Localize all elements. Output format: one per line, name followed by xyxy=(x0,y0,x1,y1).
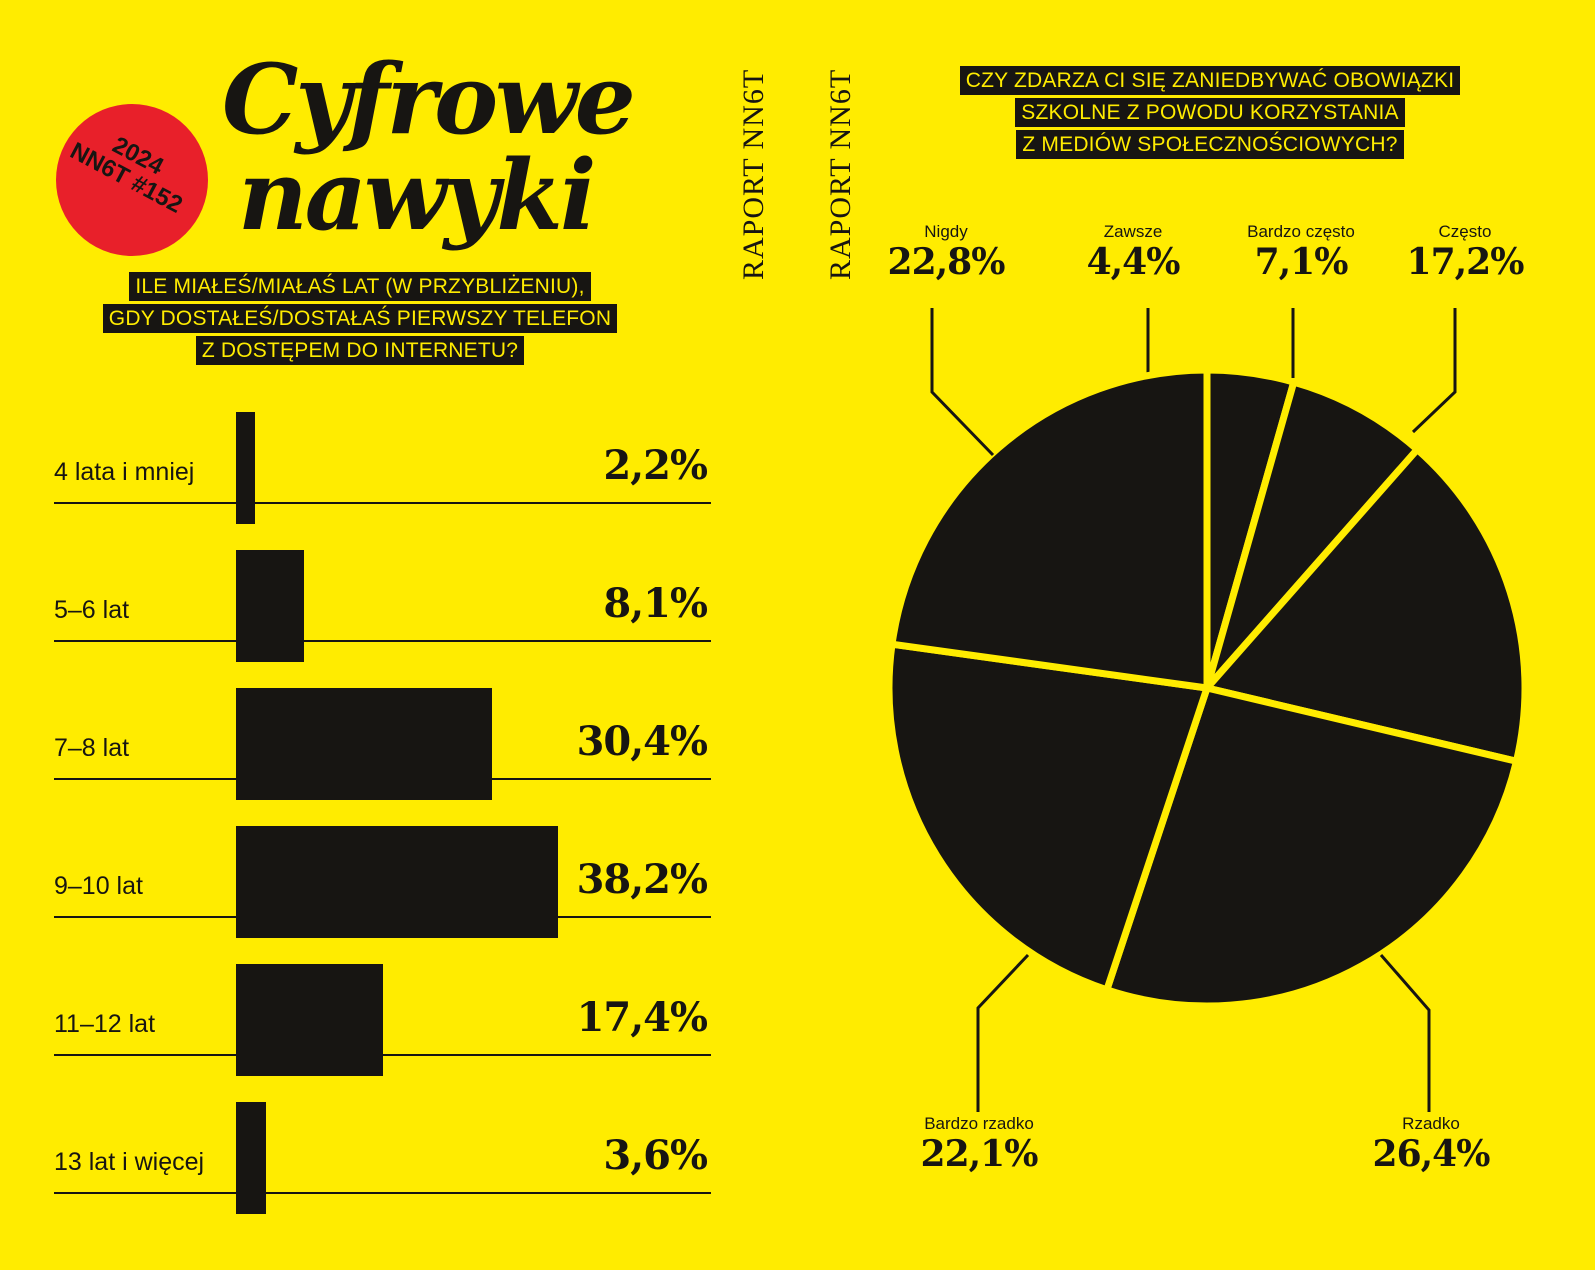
bar xyxy=(236,1102,267,1214)
pie-slice-value: 7,1% xyxy=(1254,241,1349,283)
pie-slice-name: Bardzo rzadko xyxy=(924,1114,1034,1133)
bar-value-label: 17,4% xyxy=(576,994,708,1041)
bar-value-label: 38,2% xyxy=(576,856,708,903)
pie-slice-value: 22,8% xyxy=(887,241,1006,283)
pie-slice xyxy=(1103,684,1520,1010)
bar-baseline-rule xyxy=(54,502,711,504)
pie-slice-value: 17,2% xyxy=(1406,241,1525,283)
pie-slice-name: Nigdy xyxy=(924,222,968,241)
bar-value-label: 30,4% xyxy=(576,718,708,765)
bar-category-label: 9–10 lat xyxy=(54,872,143,900)
page-title-line-1: Cyfrowe xyxy=(222,43,636,156)
pie-question-line-3: Z MEDIÓW SPOŁECZNOŚCIOWYCH? xyxy=(1016,130,1404,159)
pie-leader-line xyxy=(976,953,1030,1112)
pie-slice-value: 4,4% xyxy=(1086,241,1181,283)
pie-slice xyxy=(1203,445,1529,765)
pie-slice-label: Rzadko 26,4% xyxy=(1331,1114,1531,1174)
pie-slice xyxy=(885,640,1211,994)
bar-question-line-2: GDY DOSTAŁEŚ/DOSTAŁAŚ PIERWSZY TELEFON xyxy=(102,304,618,333)
pie-question-line-2: SZKOLNE Z POWODU KORZYSTANIA xyxy=(1015,98,1405,127)
bar-category-label: 7–8 lat xyxy=(54,734,130,762)
bar-value-label: 2,2% xyxy=(603,442,708,489)
pie-leader-line xyxy=(1379,954,1431,1112)
bar-category-label: 4 lata i mniej xyxy=(54,458,195,486)
pie-slice-name: Zawsze xyxy=(1103,222,1163,241)
bar-chart-question: ILE MIAŁEŚ/MIAŁAŚ LAT (W PRZYBLIŻENIU), … xyxy=(60,272,660,368)
bar xyxy=(236,688,493,800)
pie-chart-question: CZY ZDARZA CI SIĘ ZANIEDBYWAĆ OBOWIĄZKI … xyxy=(895,66,1525,162)
pie-slice-label: Nigdy 22,8% xyxy=(846,222,1046,282)
bar-category-label: 5–6 lat xyxy=(54,596,130,624)
bar-baseline-rule xyxy=(54,1054,711,1056)
pie-question-line-1: CZY ZDARZA CI SIĘ ZANIEDBYWAĆ OBOWIĄZKI xyxy=(959,66,1461,95)
bar-question-line-1: ILE MIAŁEŚ/MIAŁAŚ LAT (W PRZYBLIŻENIU), xyxy=(129,272,591,301)
bar-baseline-rule xyxy=(54,916,711,918)
edition-badge: 2024 NN6T #152 xyxy=(56,104,208,256)
pie-slice-label: Bardzo często 7,1% xyxy=(1201,222,1401,282)
pie-slice-label: Bardzo rzadko 22,1% xyxy=(879,1114,1079,1174)
pie-slice-value: 22,1% xyxy=(920,1133,1039,1175)
age-bar-chart: 4 lata i mniej 2,2% 5–6 lat 8,1% 7–8 lat 30,4… xyxy=(0,0,720,1270)
bar xyxy=(236,550,305,662)
pie-slice-value: 26,4% xyxy=(1372,1133,1491,1175)
bar-baseline-rule xyxy=(54,778,711,780)
pie-slice-label: Często 17,2% xyxy=(1365,222,1565,282)
pie-slice-name: Bardzo często xyxy=(1247,222,1355,241)
pie-slice xyxy=(1203,378,1421,692)
bar-baseline-rule xyxy=(54,640,711,642)
bar-baseline-rule xyxy=(54,1192,711,1194)
bar-category-label: 13 lat i więcej xyxy=(54,1148,205,1176)
bar xyxy=(236,826,559,938)
bar xyxy=(236,964,383,1076)
page-title-line-2: nawyki xyxy=(238,139,596,252)
bar-question-line-3: Z DOSTĘPEM DO INTERNETU? xyxy=(195,336,525,365)
bar-value-label: 8,1% xyxy=(603,580,708,627)
bar-value-label: 3,6% xyxy=(603,1132,708,1179)
pie-leader-line xyxy=(1411,308,1457,434)
pie-slice xyxy=(888,366,1211,692)
pie-slice-name: Rzadko xyxy=(1402,1114,1460,1133)
pie-slice-name: Często xyxy=(1438,222,1492,241)
pie-slice-label: Zawsze 4,4% xyxy=(1033,222,1233,282)
bar-category-label: 11–12 lat xyxy=(54,1010,156,1038)
pie-leader-line xyxy=(930,308,995,457)
bar xyxy=(236,412,255,524)
